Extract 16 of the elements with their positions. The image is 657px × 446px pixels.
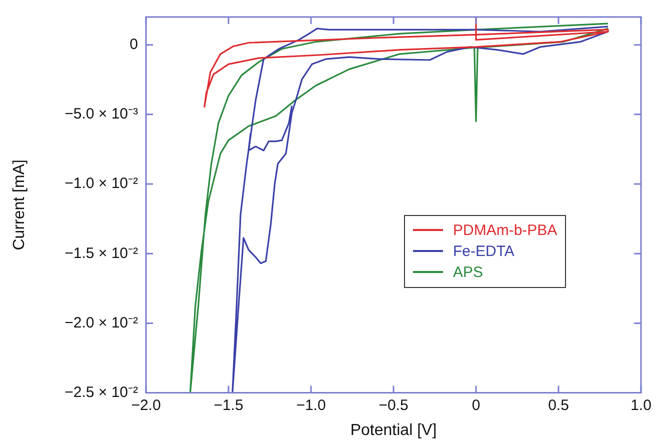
x-tick-label: 1.0: [630, 396, 652, 414]
y-tick-label: −5.0 × 10⁻³: [64, 106, 138, 123]
x-tick-label: −0.5: [378, 396, 408, 414]
y-tick-label: −1.0 × 10⁻²: [64, 175, 138, 192]
x-tick-label: 0.5: [548, 396, 569, 414]
x-tick-label: −1.5: [214, 396, 244, 414]
legend-label: PDMAm-b-PBA: [453, 222, 558, 239]
y-tick-label: −1.5 × 10⁻²: [64, 244, 138, 262]
y-tick-label: 0: [130, 36, 138, 53]
y-axis-title: Current [mA]: [11, 160, 28, 250]
y-tick-label: −2.0 × 10⁻²: [64, 314, 138, 332]
legend-label: Fe-EDTA: [453, 242, 514, 260]
x-axis-title: Potential [V]: [350, 422, 437, 439]
x-tick-label: 0: [472, 396, 480, 414]
legend-label: APS: [453, 264, 484, 281]
x-tick-label: −1.0: [296, 396, 326, 414]
